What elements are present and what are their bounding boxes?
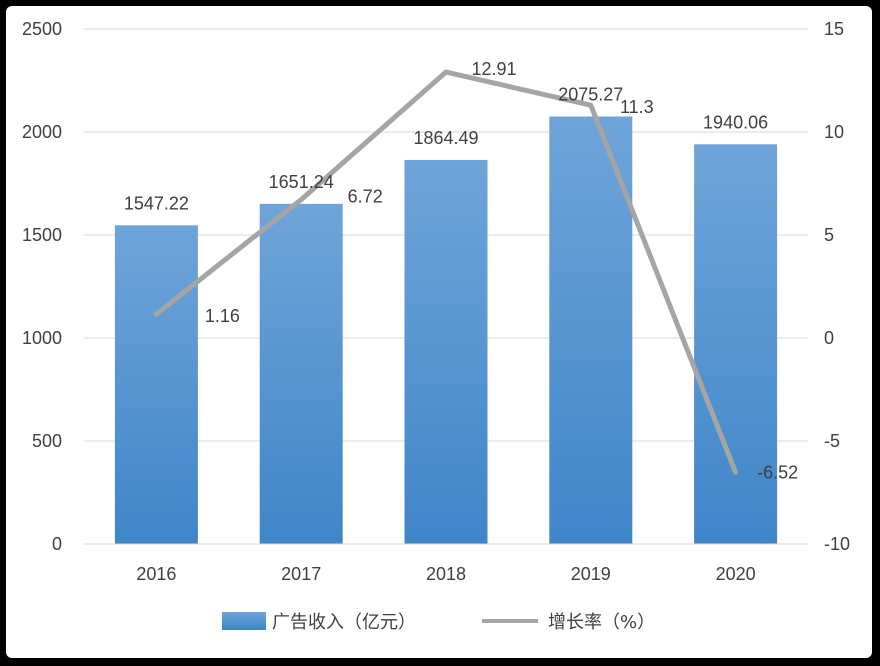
x-axis-tick-label: 2017 [281, 564, 321, 584]
data-labels: 1547.22 1651.24 1864.49 2075.27 1940.06 1.16 6… [124, 59, 798, 482]
bar-series [114, 116, 778, 545]
bar [694, 144, 778, 544]
line-value-label: 12.91 [471, 59, 516, 79]
line-value-label: 1.16 [205, 306, 240, 326]
x-axis-tick-label: 2020 [716, 564, 756, 584]
x-axis-tick-label: 2019 [571, 564, 611, 584]
right-axis-tick-label: -5 [824, 431, 840, 451]
left-axis-tick-label: 1000 [22, 328, 62, 348]
legend: 广告收入（亿元） 增长率（%） [222, 612, 655, 633]
legend-swatch-bar [222, 612, 266, 630]
legend-label-bar: 广告收入（亿元） [272, 612, 416, 633]
line-series [153, 69, 739, 475]
left-axis-tick-label: 0 [52, 534, 62, 554]
bar-value-label: 1864.49 [413, 128, 478, 148]
left-axis-tick-label: 1500 [22, 225, 62, 245]
right-axis-tick-label: 10 [824, 122, 844, 142]
x-axis-tick-label: 2016 [136, 564, 176, 584]
left-axis-tick-label: 2500 [22, 19, 62, 39]
bar-value-label: 1547.22 [124, 193, 189, 213]
bar-value-label: 1651.24 [269, 172, 334, 192]
line-value-label: -6.52 [757, 462, 798, 482]
bar [114, 225, 198, 544]
line-value-label: 6.72 [348, 187, 383, 207]
right-axis-tick-label: 0 [824, 328, 834, 348]
bar-value-label: 2075.27 [558, 84, 623, 104]
bar [549, 116, 633, 544]
right-axis-tick-label: 5 [824, 225, 834, 245]
axes: 0 500 1000 1500 2000 2500 -10 -5 0 5 10 15 2016 2017 2… [22, 19, 850, 584]
bar-value-label: 1940.06 [703, 112, 768, 132]
bar [404, 159, 488, 545]
left-axis-tick-label: 500 [32, 431, 62, 451]
line-value-label: 11.3 [620, 97, 654, 117]
growth-rate-line [153, 69, 739, 475]
bar [259, 203, 343, 545]
right-axis-tick-label: 15 [824, 19, 844, 39]
x-axis-tick-label: 2018 [426, 564, 466, 584]
left-axis-tick-label: 2000 [22, 122, 62, 142]
legend-label-line: 增长率（%） [548, 612, 655, 633]
right-axis-tick-label: -10 [824, 534, 850, 554]
